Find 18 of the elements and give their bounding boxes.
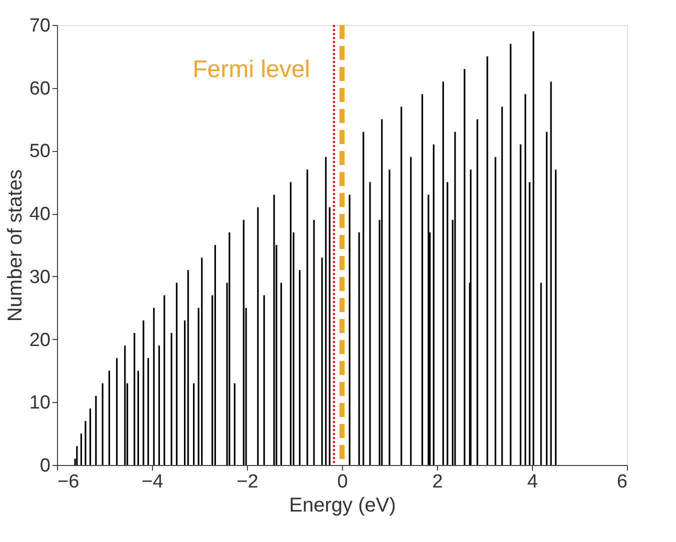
x-tick-label: −2 [236,472,258,492]
y-tick-label: 30 [29,266,50,288]
x-tick-label: −6 [58,472,80,492]
x-tick-label: −4 [142,472,164,492]
y-tick-label: 20 [29,330,50,351]
x-axis-title: Energy (eV) [289,494,396,516]
y-tick-label: 10 [29,392,50,414]
y-tick-label: 40 [29,204,50,226]
x-tick-label: 6 [616,472,628,492]
y-tick-label: 0 [40,456,50,476]
y-axis-title: Number of states [4,169,26,322]
y-tick-label: 60 [29,78,50,100]
y-tick-label: 70 [29,16,50,36]
x-tick-label: 2 [432,472,443,492]
ref-line-label: Fermi level [192,56,310,83]
y-tick-label: 50 [29,141,50,162]
x-tick-label: 4 [527,472,538,492]
x-tick-label: 0 [337,472,348,492]
